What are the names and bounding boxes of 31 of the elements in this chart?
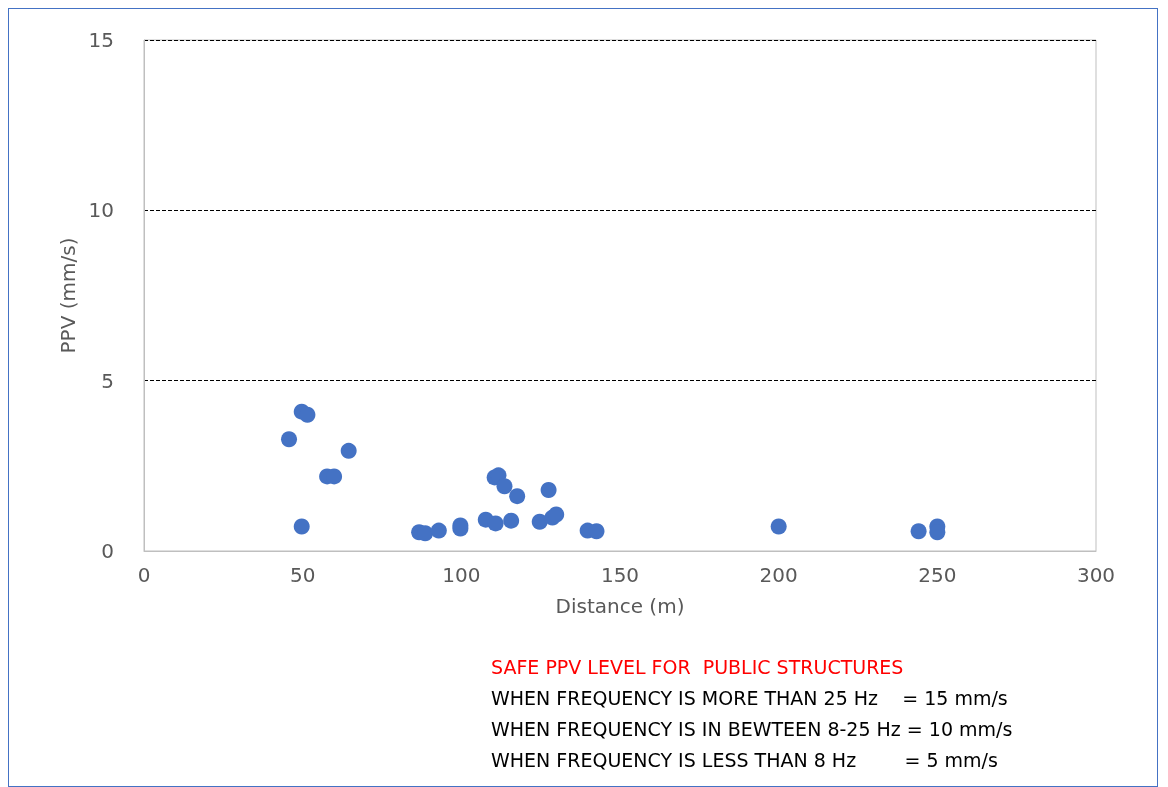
point: [770, 518, 787, 535]
text: WHEN FREQUENCY IS IN BEWTEEN 8-25 Hz = 10 mm/s: [491, 717, 1013, 740]
x-tick-label: 100: [442, 563, 481, 587]
point: [496, 478, 513, 495]
x-axis-title: Distance (m): [555, 594, 685, 618]
point: [340, 442, 357, 459]
text: WHEN FREQUENCY IS MORE THAN 25 Hz = 15 mm/s: [491, 686, 1008, 709]
point: [910, 523, 927, 540]
point: [548, 506, 565, 523]
x-tick-label: 0: [137, 563, 151, 587]
point: [299, 406, 316, 423]
text: WHEN FREQUENCY IS LESS THAN 8 Hz = 5 mm/s: [491, 748, 998, 771]
x-tick-label: 150: [600, 563, 640, 587]
point: [540, 482, 557, 499]
point: [487, 515, 504, 532]
point: [430, 522, 447, 539]
x-tick-label: 50: [289, 563, 316, 587]
y-tick-label: 10: [88, 198, 114, 223]
y-tick-label: 5: [101, 368, 114, 393]
point: [531, 513, 548, 530]
y-tick-label: 0: [101, 539, 114, 563]
y-tick-label: 15: [88, 28, 114, 52]
x-tick-label: 300: [1076, 563, 1116, 587]
point: [281, 431, 298, 448]
text: SAFE PPV LEVEL FOR PUBLIC STRUCTURES: [491, 655, 904, 678]
point: [293, 518, 310, 535]
x-tick-label: 250: [918, 563, 957, 587]
point: [509, 488, 526, 505]
point: [503, 512, 520, 529]
x-tick-label: 200: [759, 563, 798, 587]
y-axis-title: PPV (mm/s): [55, 237, 80, 354]
